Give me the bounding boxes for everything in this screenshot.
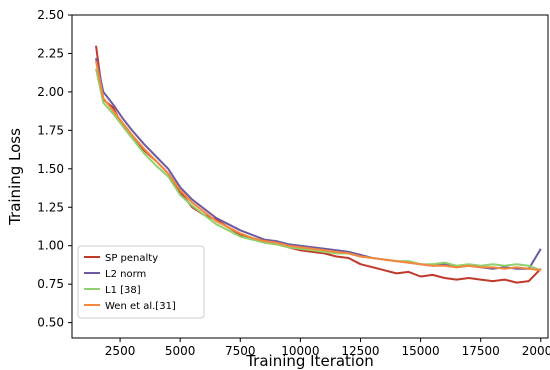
y-tick-label: 1.00 <box>37 239 64 253</box>
y-tick-label: 2.25 <box>37 46 64 60</box>
x-tick-label: 7500 <box>225 344 256 358</box>
y-tick-label: 2.50 <box>37 8 64 22</box>
legend-label: L1 [38] <box>105 285 141 296</box>
legend: SP penalty L2 norm L1 [38] Wen et al.[31] <box>77 245 205 319</box>
plot-frame <box>71 14 549 339</box>
x-tick-label: 10000 <box>281 344 319 358</box>
series-line-3 <box>95 60 541 272</box>
legend-label: SP penalty <box>105 253 158 264</box>
x-tick-label: 17500 <box>462 344 500 358</box>
y-tick-label: 1.50 <box>37 162 64 176</box>
y-tick-label: 0.75 <box>37 277 64 291</box>
y-axis-title: Training Loss <box>6 128 24 226</box>
series-line-1 <box>95 57 542 270</box>
y-tick-label: 2.00 <box>37 85 64 99</box>
legend-label: Wen et al.[31] <box>105 301 176 312</box>
legend-label: L2 norm <box>105 269 146 280</box>
x-axis-title: Training Iteration <box>245 352 374 370</box>
series-layer <box>95 45 542 284</box>
y-tick-label: 1.25 <box>37 200 64 214</box>
x-tick-label: 12500 <box>341 344 379 358</box>
legend-box <box>77 245 205 319</box>
y-tick-label: 0.50 <box>37 316 64 330</box>
y-axis: 0.50 0.75 1.00 1.25 1.50 1.75 2.00 2.25 2.50 <box>37 8 72 330</box>
y-tick-label: 1.75 <box>37 123 64 137</box>
series-line-2 <box>95 68 542 272</box>
x-tick-label: 2500 <box>105 344 136 358</box>
x-tick-label: 15000 <box>401 344 439 358</box>
x-tick-label: 5000 <box>165 344 196 358</box>
